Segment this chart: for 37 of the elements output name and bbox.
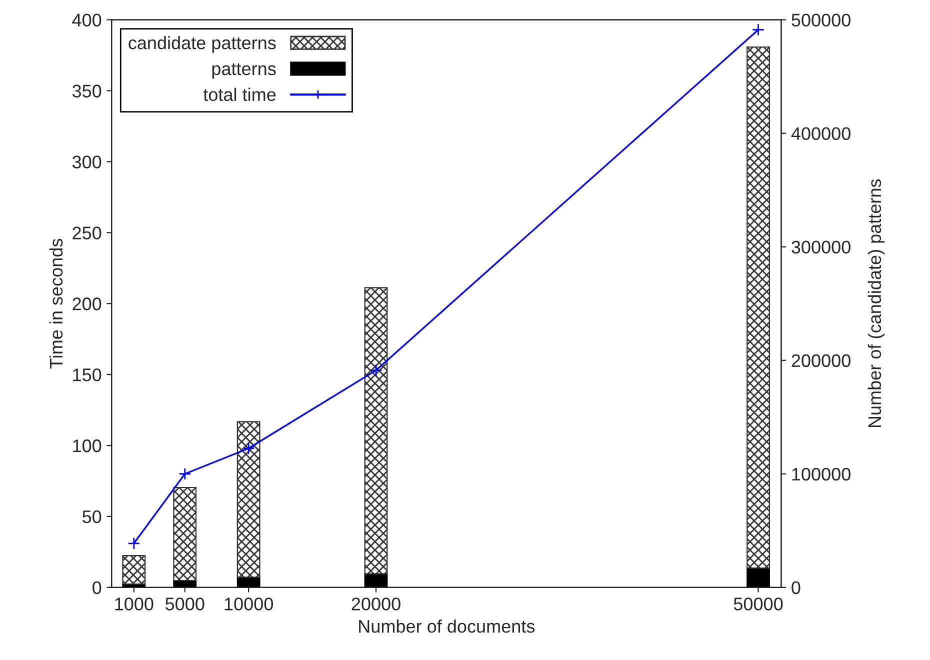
bar xyxy=(746,568,770,588)
bar xyxy=(122,555,146,585)
legend-label: total time xyxy=(203,88,276,102)
legend-label: patterns xyxy=(212,63,276,79)
y-tick-label: 0 xyxy=(92,581,102,594)
y2-tick-label: 200000 xyxy=(792,354,850,368)
x-tick-label: 50000 xyxy=(734,598,783,610)
y-tick-label: 300 xyxy=(72,156,102,168)
y2-tick-label: 0 xyxy=(792,581,800,594)
x-axis-title: Number of documents xyxy=(359,620,535,633)
x-tick-label: 20000 xyxy=(352,598,400,610)
x-tick-label: 5000 xyxy=(166,598,204,610)
y-tick-label: 400 xyxy=(72,14,102,27)
point xyxy=(128,537,140,550)
bar xyxy=(746,46,770,569)
y2-axis-title: Number of (candidate) patterns xyxy=(868,179,885,428)
bar xyxy=(173,486,197,582)
y-axis-title: Time in seconds xyxy=(49,238,63,369)
y-tick-label: 250 xyxy=(72,226,102,240)
point xyxy=(178,468,192,480)
bar xyxy=(364,287,388,574)
x-tick-label: 10000 xyxy=(224,598,273,610)
x-tick-label: 1000 xyxy=(115,598,154,610)
y2-tick-label: 100000 xyxy=(792,468,850,481)
point xyxy=(752,23,765,36)
y-tick-label: 200 xyxy=(72,298,102,310)
y2-tick-label: 400000 xyxy=(791,127,850,140)
point xyxy=(242,442,255,455)
y2-tick-label: 500000 xyxy=(792,14,850,27)
y-tick-label: 150 xyxy=(73,368,102,382)
y-tick-label: 350 xyxy=(72,84,102,98)
point xyxy=(370,364,382,377)
legend-label: candidate patterns xyxy=(128,36,276,53)
y-tick-label: 100 xyxy=(73,439,102,452)
y-tick-label: 50 xyxy=(82,510,102,524)
bar xyxy=(236,421,260,578)
y2-tick-label: 300000 xyxy=(792,240,850,254)
